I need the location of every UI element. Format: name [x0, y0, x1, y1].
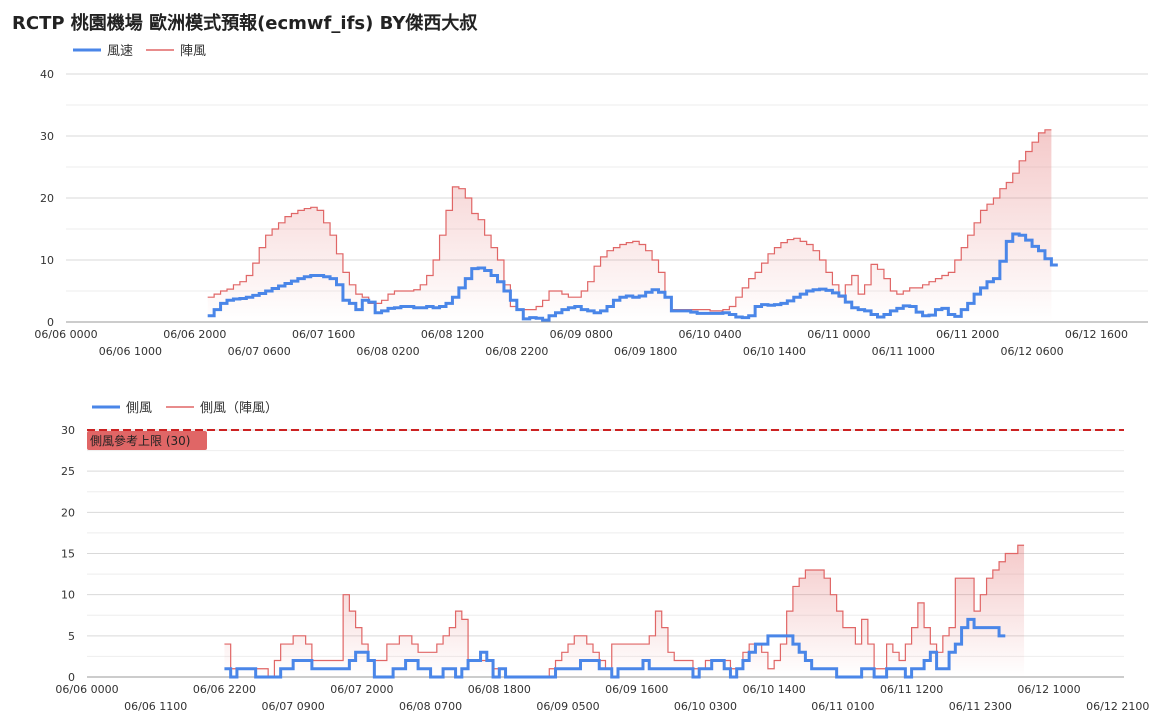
x-tick-label: 06/11 1000: [872, 345, 935, 358]
x-tick-label: 06/10 0400: [678, 328, 741, 341]
x-tick-label: 06/11 0000: [807, 328, 870, 341]
y-tick-label: 10: [40, 254, 54, 267]
x-tick-label: 06/07 1600: [292, 328, 355, 341]
gust-area: [224, 545, 1025, 677]
legend-label: 陣風: [180, 44, 206, 59]
x-tick-label: 06/12 2100: [1086, 700, 1149, 713]
x-tick-label: 06/06 2000: [163, 328, 226, 341]
x-tick-label: 06/06 0000: [55, 683, 118, 696]
x-tick-label: 06/06 1000: [99, 345, 162, 358]
series-line-wind: [224, 617, 1006, 679]
x-tick-label: 06/06 0000: [34, 328, 97, 341]
x-tick-label: 06/08 0700: [399, 700, 462, 713]
x-tick-label: 06/09 1800: [614, 345, 677, 358]
y-tick-label: 20: [40, 192, 54, 205]
y-tick-label: 30: [40, 130, 54, 143]
x-tick-label: 06/07 0600: [228, 345, 291, 358]
limit-label: 側風參考上限 (30): [90, 433, 190, 448]
x-tick-label: 06/09 0500: [536, 700, 599, 713]
gust-area: [207, 129, 1052, 322]
x-tick-label: 06/10 1400: [743, 683, 806, 696]
limit-label-box: [87, 431, 207, 450]
x-tick-label: 06/11 1200: [880, 683, 943, 696]
series-line-gust: [207, 129, 1052, 312]
x-tick-label: 06/10 0300: [674, 700, 737, 713]
x-tick-label: 06/12 0600: [1000, 345, 1063, 358]
x-tick-label: 06/07 0900: [262, 700, 325, 713]
x-tick-label: 06/11 2000: [936, 328, 999, 341]
legend-label: 風速: [107, 44, 133, 59]
x-tick-label: 06/08 1800: [468, 683, 531, 696]
x-tick-label: 06/06 2200: [193, 683, 256, 696]
x-tick-label: 06/09 1600: [605, 683, 668, 696]
x-tick-label: 06/08 2200: [485, 345, 548, 358]
x-tick-label: 06/11 0100: [811, 700, 874, 713]
x-tick-label: 06/12 1000: [1017, 683, 1080, 696]
y-tick-label: 0: [47, 316, 54, 329]
legend-label: 側風（陣風）: [200, 401, 278, 416]
y-tick-label: 20: [61, 506, 75, 519]
y-tick-label: 30: [61, 424, 75, 437]
y-tick-label: 10: [61, 589, 75, 602]
legend-label: 側風: [126, 401, 152, 416]
x-tick-label: 06/12 1600: [1065, 328, 1128, 341]
y-tick-label: 40: [40, 68, 54, 81]
x-tick-label: 06/11 2300: [949, 700, 1012, 713]
crosswind-chart: 0 5 10 15 20 25 30 06/06 0000 06/06 2200 06/07 20…: [55, 401, 1149, 713]
y-tick-label: 15: [61, 548, 75, 561]
x-tick-label: 06/06 1100: [124, 700, 187, 713]
y-tick-label: 25: [61, 465, 75, 478]
x-tick-label: 06/10 1400: [743, 345, 806, 358]
y-tick-label: 0: [68, 671, 75, 684]
page-title: RCTP 桃園機場 歐洲模式預報(ecmwf_ifs) BY傑西大叔: [12, 13, 478, 34]
x-tick-label: 06/08 1200: [421, 328, 484, 341]
x-tick-label: 06/09 0800: [550, 328, 613, 341]
series-line-wind: [207, 232, 1058, 322]
x-tick-label: 06/08 0200: [356, 345, 419, 358]
y-tick-label: 5: [68, 630, 75, 643]
x-tick-label: 06/07 2000: [330, 683, 393, 696]
